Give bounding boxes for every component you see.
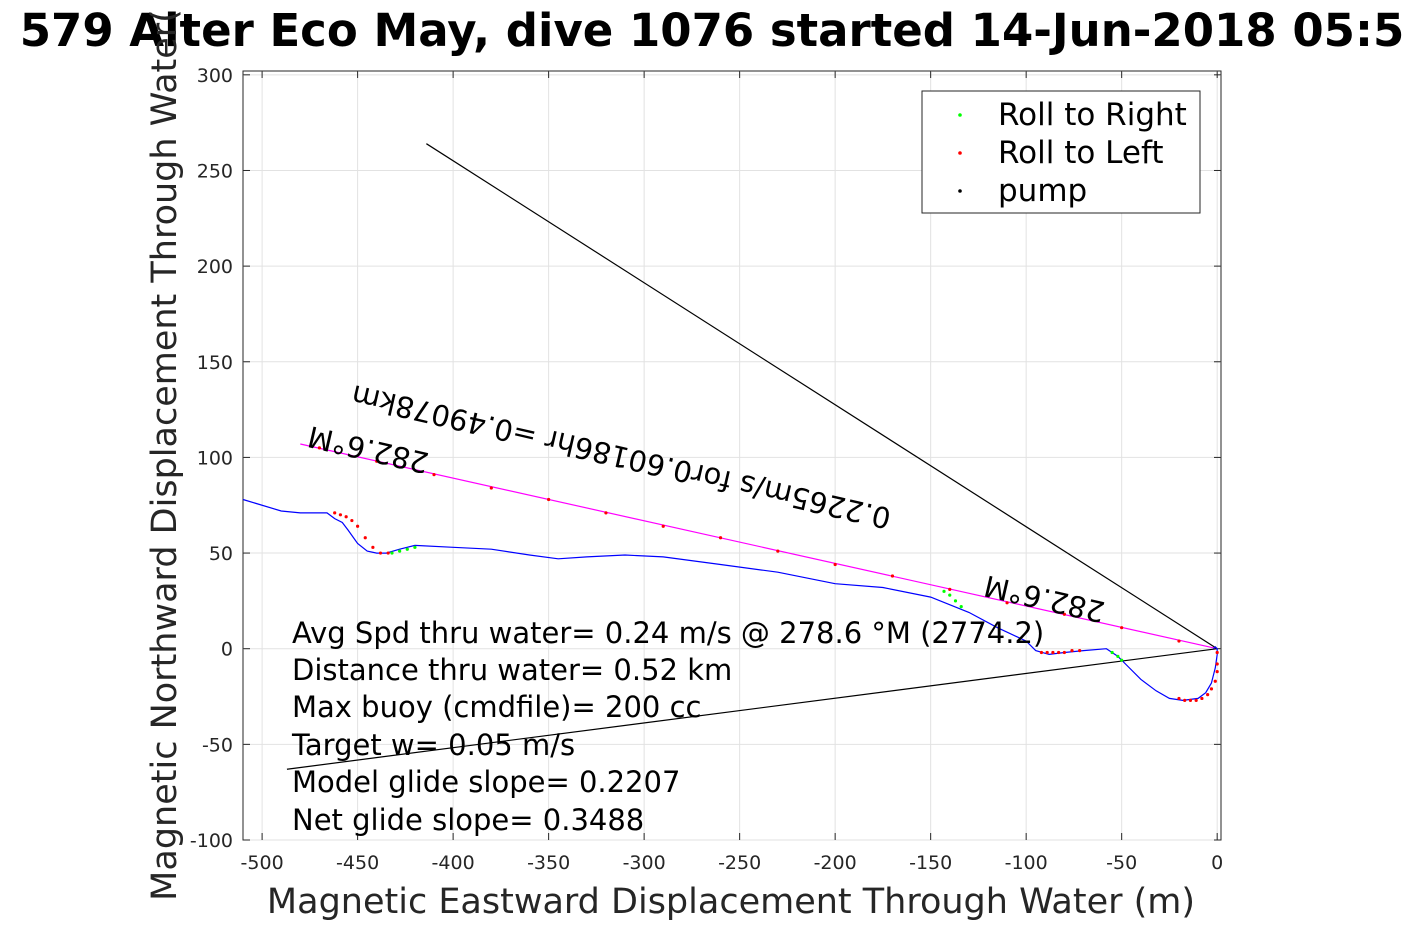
y-tick-label: 200 (197, 256, 233, 278)
y-tick-label: 0 (221, 639, 233, 661)
x-tick-label: -200 (814, 852, 857, 874)
x-tick-label: -250 (718, 852, 761, 874)
x-tick-label: 0 (1211, 852, 1223, 874)
roll-left-point (371, 545, 375, 549)
stat-avg-speed: Avg Spd thru water= 0.24 m/s @ 278.6 °M … (292, 616, 1044, 650)
roll-right-point (1120, 658, 1124, 662)
roll-left-point (833, 562, 837, 567)
roll-left-point (1194, 698, 1198, 702)
roll-left-point (776, 549, 780, 553)
legend: Roll to Right Roll to Left pump (921, 90, 1201, 214)
roll-right-point (948, 593, 952, 597)
x-tick-label: -150 (909, 852, 952, 874)
x-tick-label: -450 (336, 852, 379, 874)
roll-left-point (333, 511, 337, 515)
dive-statistics: Avg Spd thru water= 0.24 m/s @ 278.6 °M … (291, 616, 1044, 837)
stat-distance: Distance thru water= 0.52 km (292, 653, 732, 687)
x-tick-label: -300 (623, 852, 666, 874)
roll-left-point (356, 524, 360, 528)
roll-left-point (432, 473, 436, 477)
roll-right-point (1110, 650, 1114, 655)
legend-box (921, 90, 1201, 214)
y-tick-label: -50 (202, 734, 233, 756)
x-axis-label: Magnetic Eastward Displacement Through W… (267, 882, 1195, 922)
roll-left-point (344, 515, 348, 519)
x-tick-label: -50 (1106, 852, 1137, 874)
roll-left-point (1062, 650, 1066, 655)
roll-right-point (959, 605, 963, 609)
roll-left-point (1215, 670, 1219, 674)
x-tick-label: -100 (1005, 852, 1048, 874)
y-tick-label: 300 (197, 65, 233, 87)
stat-max-buoy: Max buoy (cmdfile)= 200 cc (292, 690, 701, 724)
legend-label-pump: pump (998, 173, 1087, 209)
roll-right-point (1116, 654, 1120, 658)
roll-left-point (948, 587, 952, 592)
stat-model-glide: Model glide slope= 0.2207 (292, 765, 680, 799)
roll-left-point (1213, 679, 1217, 683)
roll-right-point (942, 589, 946, 593)
roll-left-point (317, 446, 322, 450)
roll-left-point (363, 536, 367, 540)
roll-left-point (1045, 650, 1049, 655)
data-series (242, 143, 1219, 770)
roll-left-point (1177, 639, 1181, 643)
axis-ticks: -500 -450 -400 -350 -300 -250 -200 -150 -100 -50 0… (190, 65, 1223, 874)
roll-left-point (1039, 650, 1044, 655)
x-tick-label: -500 (241, 852, 284, 874)
roll-left-point (661, 524, 665, 528)
roll-left-point (338, 513, 343, 517)
roll-right-point (390, 551, 394, 555)
y-tick-label: 50 (209, 543, 233, 565)
legend-label-roll-right: Roll to Right (998, 97, 1187, 133)
roll-right-point (405, 547, 409, 551)
roll-left-point (378, 551, 383, 555)
legend-marker-roll-right (958, 113, 962, 117)
roll-left-point (604, 511, 608, 515)
x-tick-label: -400 (432, 852, 475, 874)
roll-left-point (547, 497, 551, 502)
black-line-upper (426, 143, 1218, 650)
glider-track-line (242, 498, 1218, 702)
roll-left-point (1215, 650, 1219, 655)
roll-left-point (1183, 698, 1187, 702)
x-tick-label: -350 (527, 852, 570, 874)
roll-left-point (1070, 649, 1074, 653)
roll-left-point (350, 518, 354, 523)
legend-label-roll-left: Roll to Left (998, 135, 1164, 171)
roll-left-point (1200, 696, 1204, 701)
roll-left-point (1078, 649, 1082, 653)
stat-net-glide: Net glide slope= 0.3488 (292, 803, 644, 837)
chart-title: 579 Alter Eco May, dive 1076 started 14-… (20, 4, 1405, 57)
roll-left-point (1057, 650, 1061, 655)
roll-left-point (1209, 687, 1214, 691)
legend-marker-pump (958, 189, 962, 193)
roll-right-point (398, 549, 402, 553)
roll-left-point (718, 536, 723, 540)
y-tick-label: 150 (197, 352, 233, 374)
grid (243, 71, 1221, 841)
roll-left-point (1215, 662, 1219, 666)
y-tick-label: 100 (197, 447, 233, 469)
y-tick-label: -100 (190, 830, 233, 852)
roll-right-point (413, 545, 417, 549)
black-line-lower (286, 648, 1218, 770)
roll-left-point (1177, 696, 1181, 701)
y-tick-label: 250 (197, 160, 233, 182)
roll-left-point (890, 574, 895, 578)
roll-left-point (386, 551, 390, 555)
y-axis-label: Magnetic Northward Displacement Through … (145, 9, 185, 901)
roll-left-point (375, 459, 379, 463)
roll-left-point (1062, 612, 1066, 616)
roll-left-point (1051, 650, 1055, 655)
roll-left-point (1120, 626, 1124, 630)
roll-left-point (1005, 601, 1009, 605)
roll-left-point (1188, 698, 1193, 702)
legend-marker-roll-left (958, 151, 962, 155)
stat-target-w: Target w= 0.05 m/s (291, 728, 575, 762)
roll-right-point (953, 599, 958, 603)
roll-left-point (489, 486, 493, 490)
roll-left-point (1206, 693, 1210, 697)
